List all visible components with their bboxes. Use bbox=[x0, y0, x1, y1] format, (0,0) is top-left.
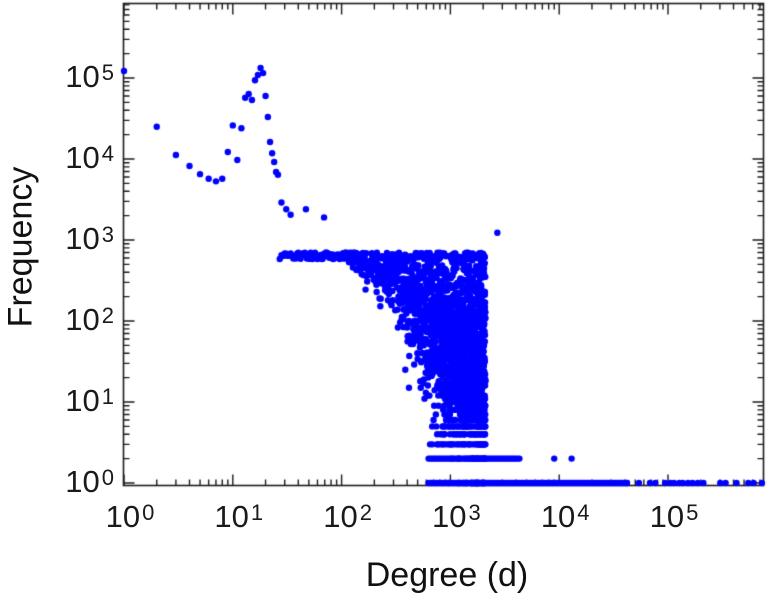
y-tick-label-10e2: 10 2 bbox=[65, 302, 114, 337]
x-axis-title: Degree (d) bbox=[0, 556, 774, 595]
x-tick-label-10e1: 10 1 bbox=[214, 499, 264, 534]
x-tick-label-10e4: 10 4 bbox=[540, 499, 590, 534]
x-tick-label-10e2: 10 2 bbox=[323, 499, 372, 534]
x-axis-title-text: Degree (d) bbox=[365, 556, 529, 594]
y-tick-label-10e5: 10 5 bbox=[65, 59, 114, 94]
y-tick-label-10e3: 10 3 bbox=[65, 221, 114, 256]
y-tick-label-10e4: 10 4 bbox=[65, 140, 114, 175]
x-tick-label-10e5: 10 5 bbox=[649, 499, 699, 534]
y-tick-label-10e0: 10 0 bbox=[65, 464, 114, 499]
x-tick-label-10e3: 10 3 bbox=[432, 499, 481, 534]
x-tick-label-10e0: 10 0 bbox=[105, 499, 155, 534]
y-tick-label-10e1: 10 1 bbox=[65, 383, 114, 418]
y-axis-title: Frequency bbox=[1, 166, 40, 328]
